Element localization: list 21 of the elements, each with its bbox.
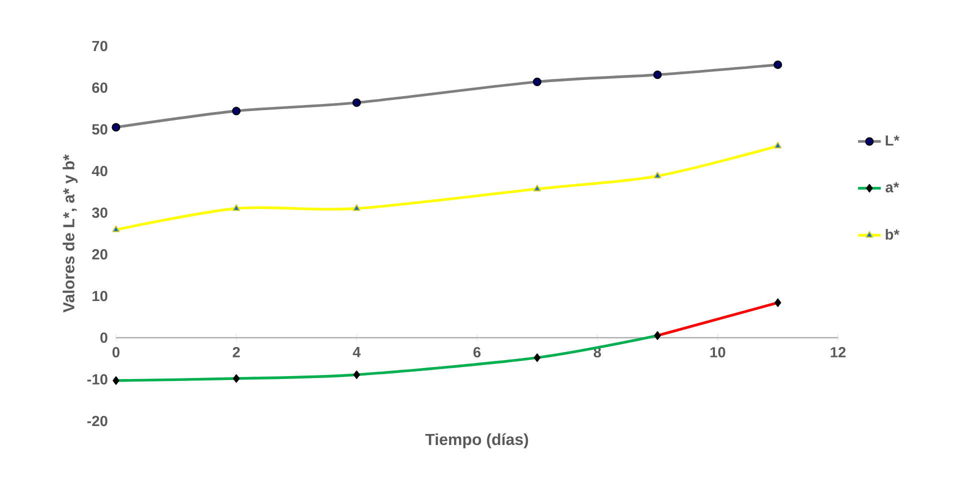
y-tick-label: 40 — [92, 166, 108, 176]
x-axis-title: Tiempo (días) — [425, 433, 528, 448]
y-tick-label: 0 — [100, 332, 108, 343]
x-tick-label: 10 — [710, 347, 726, 358]
legend-label: L* — [886, 135, 900, 146]
y-tick-label: 30 — [92, 207, 108, 218]
y-tick-label: 10 — [92, 290, 108, 302]
y-tick-label: 60 — [92, 82, 108, 93]
y-tick-label: 70 — [92, 40, 108, 52]
y-axis-title: Valores de L*, a* y b* — [62, 154, 78, 313]
x-tick-label: 12 — [830, 347, 846, 358]
y-tick-label: -10 — [87, 374, 108, 385]
x-tick-label: 2 — [232, 347, 240, 358]
y-tick-label: -20 — [87, 416, 108, 426]
legend-label: a* — [886, 182, 900, 192]
x-tick-label: 6 — [473, 347, 481, 358]
x-tick-label: 0 — [112, 347, 120, 358]
x-tick-label: 4 — [352, 347, 361, 358]
y-tick-label: 50 — [92, 124, 108, 135]
legend-label: b* — [886, 228, 900, 240]
y-tick-label: 20 — [92, 249, 108, 260]
